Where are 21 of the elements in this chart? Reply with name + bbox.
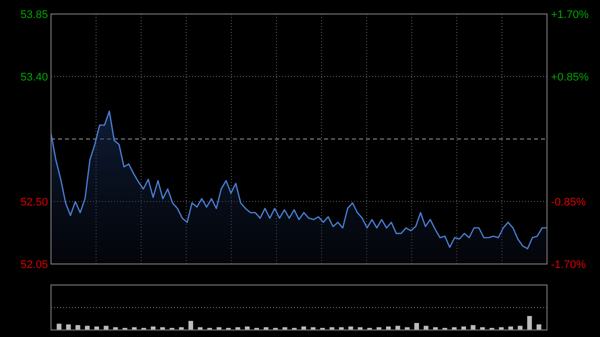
y-tick-label: 53.85 bbox=[20, 8, 48, 21]
bar bbox=[66, 324, 71, 330]
y-tick-label: 52.50 bbox=[20, 196, 48, 208]
bar bbox=[216, 327, 222, 330]
y2-tick-label: +1.70% bbox=[551, 8, 589, 21]
bar bbox=[264, 327, 268, 330]
bar bbox=[330, 327, 334, 330]
y-tick-label: 53.40 bbox=[20, 71, 48, 84]
bar bbox=[160, 327, 165, 330]
bar bbox=[527, 316, 532, 330]
bar bbox=[536, 324, 542, 330]
bar bbox=[56, 324, 62, 330]
bar bbox=[113, 327, 118, 330]
bar bbox=[470, 325, 476, 330]
y2-tick-label: +0.85% bbox=[551, 71, 589, 84]
y2-tick-label: -1.70% bbox=[551, 258, 586, 271]
y2-tick-label: -0.85% bbox=[551, 196, 586, 208]
bar bbox=[433, 327, 438, 330]
bar bbox=[480, 327, 485, 330]
bar bbox=[376, 327, 382, 330]
y-tick-label: 52.05 bbox=[20, 258, 48, 271]
